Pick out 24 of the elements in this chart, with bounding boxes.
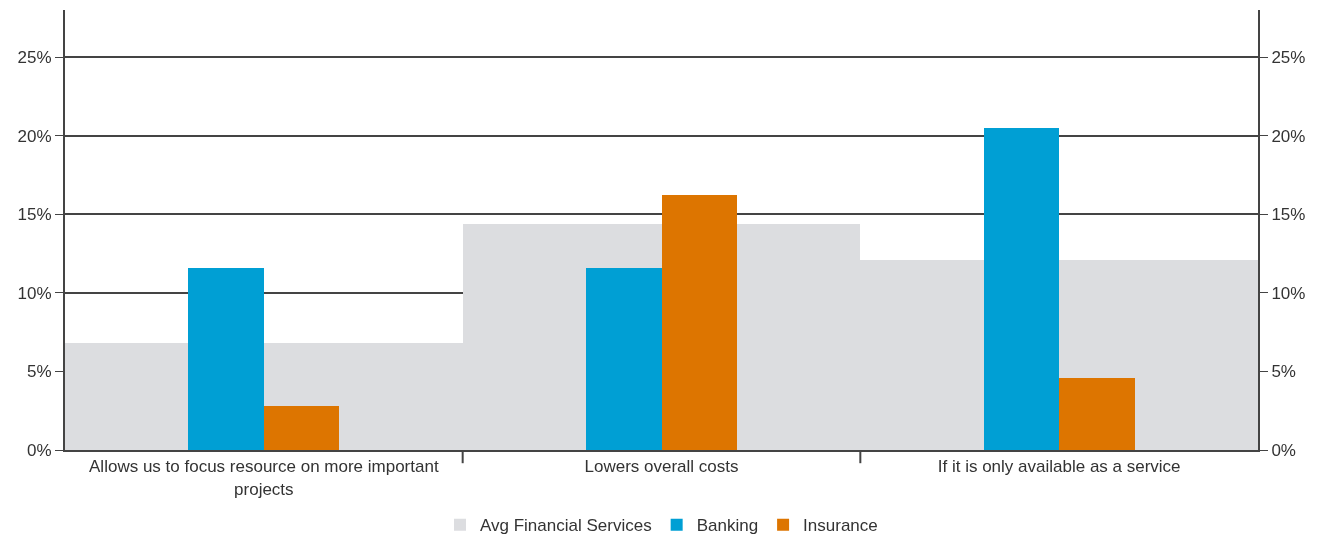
y-tick-label: 25% <box>17 48 52 68</box>
legend-label: Avg Financial Services <box>480 516 652 536</box>
y-tick-label: 20% <box>17 126 52 146</box>
y2-tick-label: 15% <box>1271 205 1306 225</box>
bar <box>188 268 264 450</box>
legend-label: Insurance <box>803 516 878 536</box>
y-tick-label: 10% <box>17 283 52 303</box>
y2-tick-label: 20% <box>1271 126 1306 146</box>
y-tick-label: 5% <box>27 362 52 382</box>
y2-tick-label: 25% <box>1271 48 1306 68</box>
y-tick-label: 15% <box>17 205 52 225</box>
bar <box>586 268 662 450</box>
bar <box>264 406 339 450</box>
y-tick-label: 0% <box>27 440 52 460</box>
bar <box>662 195 737 450</box>
y2-tick-label: 0% <box>1271 440 1296 460</box>
bar <box>984 128 1059 450</box>
x-tick-label: Allows us to focus resource on more important projects <box>89 457 439 499</box>
x-tick-label: Lowers overall costs <box>584 457 739 477</box>
legend-label: Banking <box>696 516 759 536</box>
y2-tick-label: 10% <box>1271 283 1306 303</box>
y2-tick-label: 5% <box>1271 362 1296 382</box>
bar <box>1059 378 1135 450</box>
x-tick-label: If it is only available as a service <box>937 457 1181 477</box>
